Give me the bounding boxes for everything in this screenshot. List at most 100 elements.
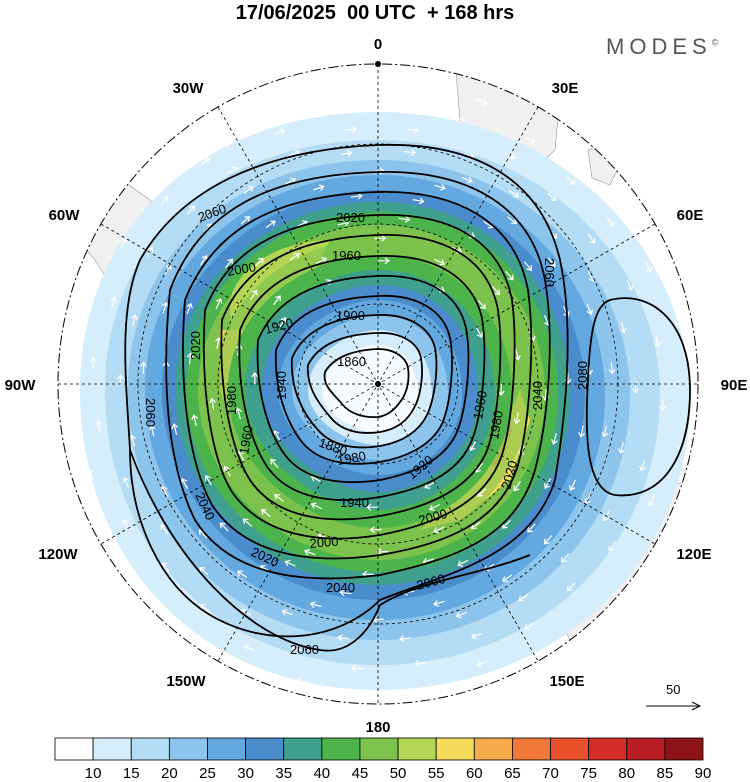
- wind-vector: [434, 183, 446, 191]
- wind-vector: [513, 412, 521, 425]
- wind-vector: [199, 566, 209, 576]
- colorbar-swatch: [588, 737, 628, 761]
- contour-1900: [290, 314, 438, 449]
- colorbar-tick-label: 25: [199, 765, 216, 782]
- contour-label: 2040: [326, 580, 355, 595]
- colorbar-swatch: [664, 737, 704, 761]
- wind-vector: [289, 252, 300, 261]
- contour-label: 1940: [274, 371, 289, 400]
- wind-vector: [236, 570, 248, 578]
- contour-2080: [585, 297, 691, 497]
- wind-vector: [523, 261, 533, 271]
- contour-2000: [202, 214, 516, 540]
- colorbar-swatch: [130, 737, 170, 761]
- wind-vector: [95, 420, 103, 433]
- colorbar-swatch: [435, 737, 475, 761]
- wind-vector: [148, 424, 156, 437]
- wind-vector: [475, 327, 483, 338]
- wind-vector: [560, 553, 570, 563]
- wind-vector: [419, 686, 432, 694]
- wind-vector: [274, 494, 284, 502]
- wind-vector: [181, 478, 189, 489]
- wind-vector: [215, 298, 223, 310]
- contour-2060-outer: [124, 143, 569, 638]
- lon-label-0: 0: [374, 36, 382, 53]
- wind-vector: [329, 101, 342, 109]
- wind-vector: [414, 659, 427, 667]
- colorbar-swatch: [92, 737, 132, 761]
- wind-vector: [273, 128, 286, 136]
- wind-vector: [243, 118, 255, 126]
- wind-vector: [639, 459, 646, 472]
- lon-label-120w: 120W: [38, 546, 78, 563]
- contour-label: 1980: [224, 386, 239, 415]
- wind-vector: [316, 257, 327, 265]
- colorbar-swatch: [283, 737, 323, 761]
- contour-label: 1920: [263, 315, 295, 337]
- contour-label: 1900: [336, 308, 365, 323]
- wind-vector: [295, 85, 307, 93]
- colorbar-tick-label: 65: [504, 765, 521, 782]
- wind-vector: [140, 361, 147, 374]
- wind-vector: [310, 502, 322, 510]
- wind-vector: [186, 352, 194, 365]
- wind-vector: [131, 314, 138, 326]
- wind-vector: [369, 526, 382, 534]
- lon-label-90w: 90W: [5, 377, 37, 394]
- wind-vector: [491, 285, 501, 296]
- contour-1940: [256, 275, 470, 483]
- reference-vector-arrowhead: [691, 701, 702, 711]
- wind-vector: [653, 335, 661, 348]
- wind-vector: [547, 257, 556, 268]
- wind-vector: [304, 548, 316, 556]
- wind-vector: [243, 644, 255, 652]
- wind-vector: [374, 234, 387, 242]
- wind-vector: [508, 190, 520, 198]
- colorbar-swatch: [626, 737, 666, 761]
- wind-vector: [502, 574, 513, 582]
- wind-vector: [497, 384, 505, 396]
- wind-vector: [434, 258, 446, 266]
- wind-vector: [618, 442, 625, 454]
- contour-label: 2000: [417, 506, 449, 528]
- wind-vector: [398, 635, 411, 643]
- wind-vector: [418, 72, 431, 80]
- colorbar-tick-label: 85: [657, 765, 674, 782]
- wind-vector: [378, 257, 390, 265]
- wind-vector: [406, 126, 419, 134]
- wind-vector: [250, 289, 258, 301]
- colorbar-tick-label: 60: [466, 765, 483, 782]
- wind-vector: [645, 261, 653, 274]
- contour-1880: [307, 332, 423, 434]
- wind-vector: [243, 186, 254, 194]
- wind-vector: [524, 136, 536, 144]
- north-edge-marker: [375, 61, 381, 67]
- wind-vector: [404, 148, 417, 156]
- wind-vector: [290, 645, 303, 652]
- wind-vector: [476, 660, 488, 667]
- wind-vector: [393, 96, 406, 103]
- contour-label: 2040: [530, 381, 545, 410]
- colorbar-swatch: [168, 737, 208, 761]
- contour-label: 1860: [337, 354, 366, 369]
- wind-vector: [160, 196, 169, 206]
- wind-vector: [366, 503, 378, 511]
- wind-vector: [242, 518, 253, 527]
- wind-vector: [186, 205, 196, 215]
- wind-vector: [507, 216, 517, 225]
- wind-vector: [260, 508, 271, 518]
- contour-label: 2020: [336, 210, 365, 225]
- longitude-labels: 0 30E 60E 90E 120E 150E 180 150W 120W 90…: [5, 36, 748, 736]
- wind-vector: [524, 622, 535, 630]
- wind-vector: [543, 478, 552, 489]
- wind-vector: [240, 216, 251, 225]
- wind-vector: [675, 315, 683, 328]
- wind-vector: [86, 468, 94, 481]
- wind-shading: [80, 112, 690, 690]
- colorbar-tick-label: 90: [695, 765, 712, 782]
- wind-vector: [457, 559, 469, 567]
- contour-1980: [220, 234, 502, 521]
- wind-vector: [110, 296, 117, 309]
- wind-vector: [608, 362, 616, 375]
- wind-vector: [337, 634, 350, 642]
